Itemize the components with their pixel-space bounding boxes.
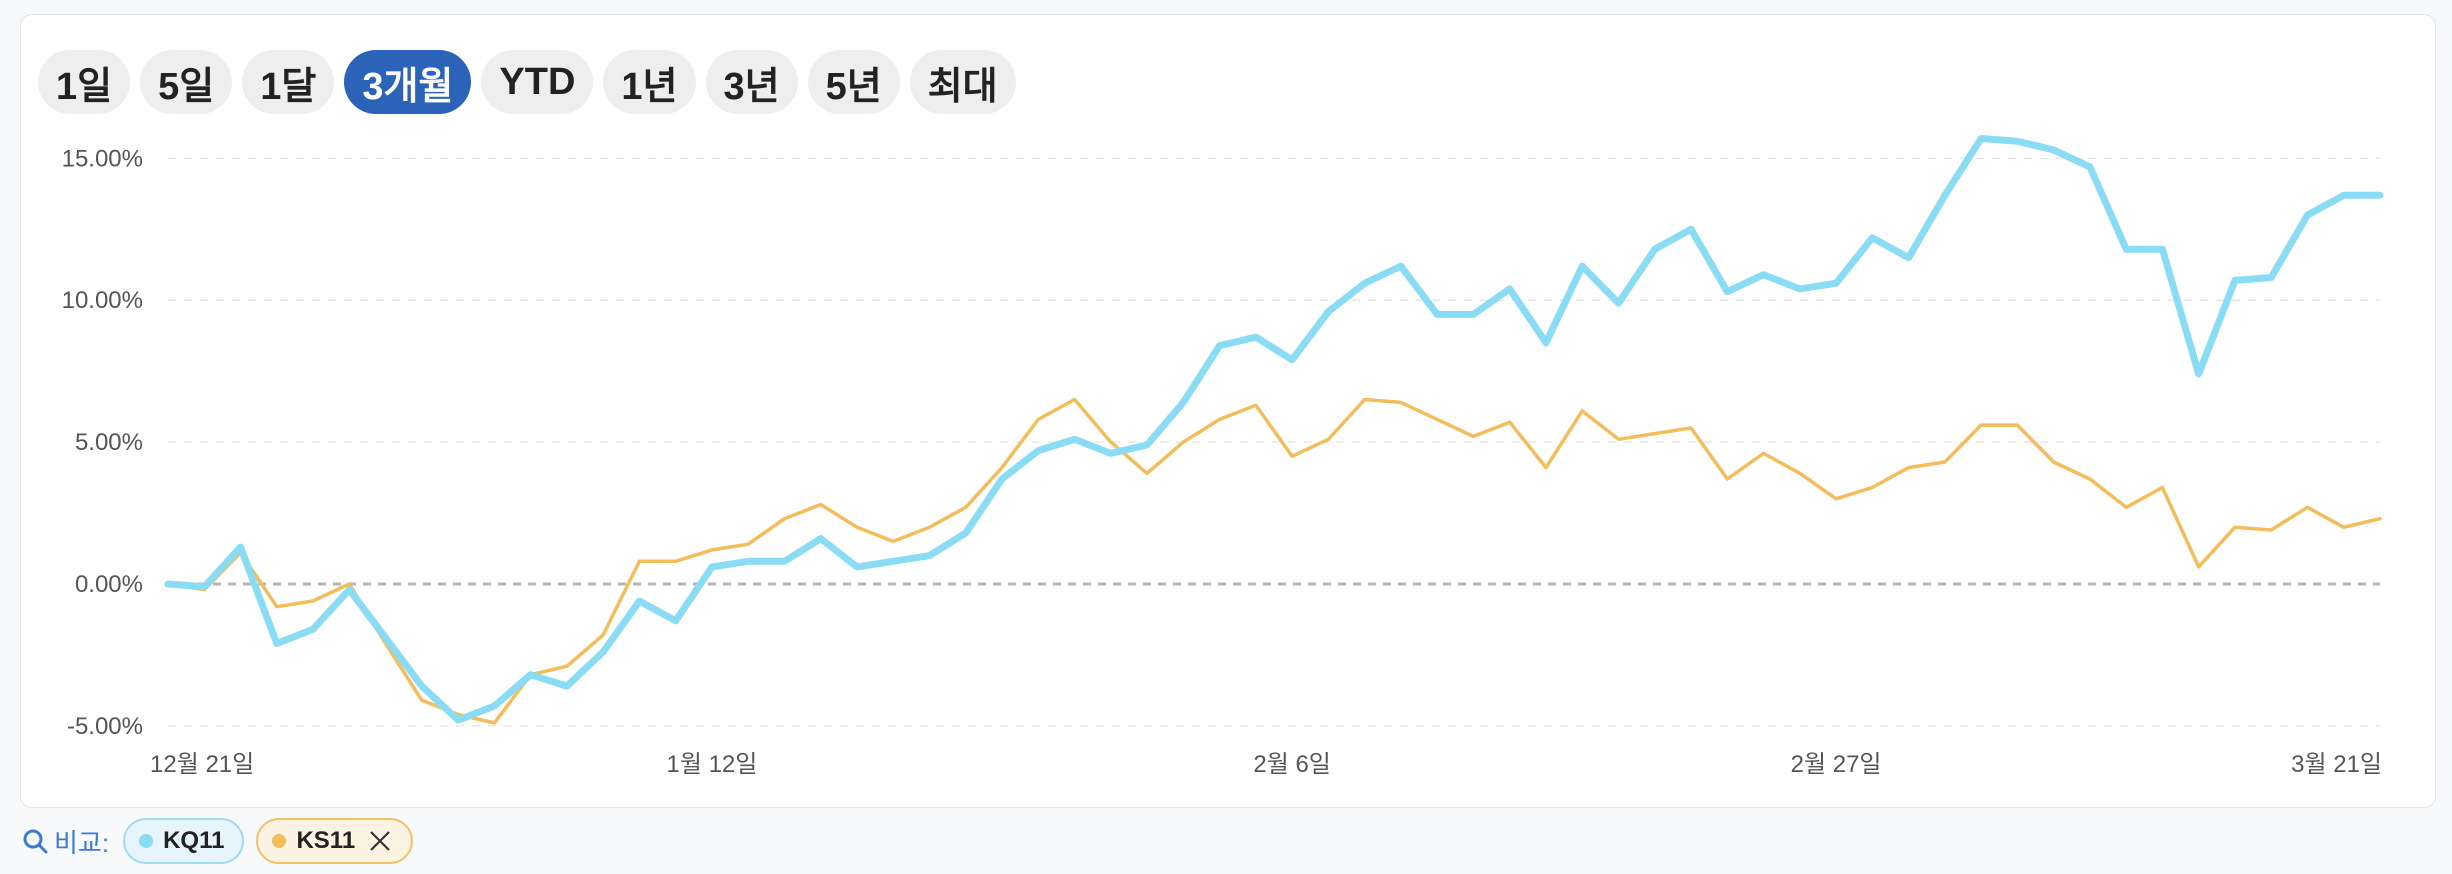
- x-tick-label: 2월 6일: [1253, 751, 1331, 778]
- chip-label-kq11: KQ11: [163, 827, 225, 854]
- range-tab[interactable]: 5일: [140, 50, 233, 114]
- compare-chip-kq11[interactable]: KQ11: [123, 818, 245, 864]
- range-tabs: 1일 5일 1달 3개월 YTD 1년 3년 5년 최대: [38, 50, 1016, 114]
- compare-bar: 비교: KQ11 KS11: [22, 818, 414, 864]
- series-line-ks11: [166, 397, 2382, 725]
- x-tick-label: 12월 21일: [150, 751, 254, 778]
- range-tab[interactable]: 1달: [242, 50, 335, 114]
- range-tab[interactable]: 1년: [603, 50, 696, 114]
- range-tab[interactable]: YTD: [481, 50, 594, 114]
- y-tick-label: 15.00%: [62, 145, 143, 172]
- comparison-line-chart[interactable]: 15.00% 10.00% 5.00% 0.00% -5.00% 12월 21일 1월 12…: [0, 0, 2452, 810]
- y-tick-label: 10.00%: [62, 287, 143, 314]
- chip-label-ks11: KS11: [296, 827, 356, 854]
- legend-dot-ks11: [272, 834, 287, 848]
- search-icon: [23, 829, 48, 854]
- close-icon[interactable]: [367, 828, 393, 854]
- x-tick-label: 1월 12일: [666, 751, 757, 778]
- y-tick-label: 5.00%: [75, 429, 143, 456]
- range-tab[interactable]: 3개월: [344, 50, 472, 114]
- x-tick-label: 3월 21일: [2291, 751, 2382, 778]
- y-tick-label: 0.00%: [75, 571, 143, 598]
- range-tab[interactable]: 5년: [807, 50, 900, 114]
- compare-label: 비교:: [22, 823, 109, 860]
- range-tab[interactable]: 1일: [38, 50, 131, 114]
- series-line-kq11: [164, 135, 2384, 724]
- compare-label-text: 비교:: [54, 827, 110, 858]
- compare-chip-ks11[interactable]: KS11: [256, 818, 414, 864]
- legend-dot-kq11: [139, 834, 154, 848]
- x-tick-label: 2월 27일: [1791, 751, 1882, 778]
- range-tab[interactable]: 3년: [705, 50, 798, 114]
- y-tick-label: -5.00%: [67, 713, 143, 740]
- range-tab[interactable]: 최대: [909, 50, 1016, 114]
